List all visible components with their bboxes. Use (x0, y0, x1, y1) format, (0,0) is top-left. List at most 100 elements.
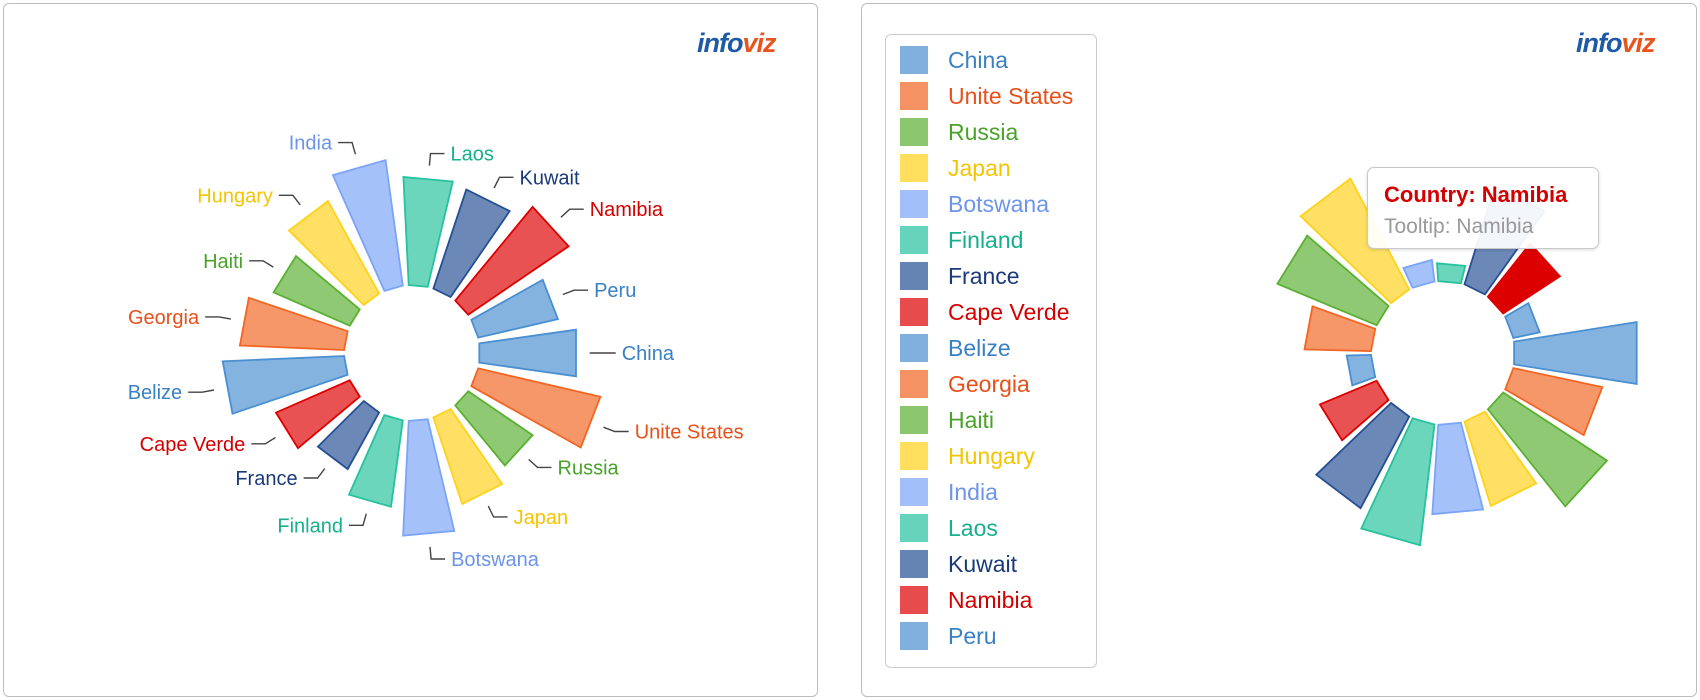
legend-swatch (900, 442, 928, 470)
label-connector-laos (428, 152, 445, 166)
infoviz-logo: infoviz (1576, 28, 1656, 58)
label-belize: Belize (128, 382, 182, 404)
label-namibia: Namibia (590, 199, 664, 221)
bar-unite-states[interactable] (470, 367, 602, 449)
legend-item-hungary[interactable]: Hungary (900, 441, 1035, 471)
bar-namibia[interactable] (1486, 242, 1562, 315)
legend-swatch (900, 82, 928, 110)
legend-item-peru[interactable]: Peru (900, 621, 997, 651)
label-india: India (289, 133, 333, 155)
bar-botswana[interactable] (402, 418, 456, 537)
label-peru: Peru (594, 280, 636, 302)
bar-cape-verde[interactable] (1318, 379, 1390, 442)
label-china: China (622, 343, 675, 365)
label-russia: Russia (558, 457, 620, 479)
label-connector-hungary (278, 194, 301, 206)
bar-botswana[interactable] (1431, 421, 1485, 516)
legend-swatch (900, 550, 928, 578)
label-connector-russia (528, 458, 552, 469)
label-connector-haiti (249, 260, 274, 268)
legend-item-haiti[interactable]: Haiti (900, 405, 994, 435)
bar-japan[interactable] (1463, 410, 1538, 508)
left-chart-panel: infoviz China Unite States Russia Japan Bots… (3, 3, 818, 697)
label-connector-france (303, 468, 326, 479)
bar-unite-states[interactable] (1504, 367, 1604, 437)
label-unite-states: Unite States (635, 422, 744, 444)
legend-label: Cape Verde (948, 298, 1070, 325)
label-georgia: Georgia (128, 307, 200, 329)
label-connector-georgia (205, 316, 232, 320)
legend-item-belize[interactable]: Belize (900, 333, 1011, 363)
bar-laos[interactable] (402, 176, 454, 288)
legend-item-laos[interactable]: Laos (900, 513, 998, 543)
legend-swatch (900, 334, 928, 362)
legend-label: Namibia (948, 586, 1033, 613)
legend-label: France (948, 262, 1020, 289)
label-connector-japan (487, 505, 508, 518)
bar-finland[interactable] (347, 414, 404, 508)
legend-item-georgia[interactable]: Georgia (900, 369, 1030, 399)
label-botswana: Botswana (451, 549, 540, 571)
legend-label: Belize (948, 334, 1011, 361)
bar-peru[interactable] (1504, 301, 1541, 339)
bar-russia[interactable] (454, 390, 534, 467)
tooltip-title: Country: Namibia (1384, 182, 1568, 207)
label-connector-namibia (560, 208, 584, 218)
bar-france[interactable] (1314, 401, 1411, 510)
bar-china[interactable] (478, 328, 577, 378)
legend-label: Botswana (948, 190, 1050, 217)
bar-belize[interactable] (1345, 353, 1377, 387)
bar-cape-verde[interactable] (274, 379, 361, 450)
legend-label: Japan (948, 154, 1011, 181)
legend-item-china[interactable]: China (900, 45, 1008, 75)
legend-swatch (900, 406, 928, 434)
bar-georgia[interactable] (1303, 305, 1377, 353)
bar-hungary[interactable] (287, 199, 381, 307)
bar-finland[interactable] (1360, 417, 1436, 547)
legend-swatch (900, 46, 928, 74)
legend-swatch (900, 514, 928, 542)
label-haiti: Haiti (203, 251, 243, 273)
legend-swatch (900, 622, 928, 650)
label-connector-peru (562, 289, 589, 296)
label-connector-botswana (429, 546, 446, 560)
legend-item-namibia[interactable]: Namibia (900, 585, 1032, 615)
bar-namibia[interactable] (454, 205, 570, 316)
legend-swatch (900, 190, 928, 218)
legend-swatch (900, 118, 928, 146)
bar-kuwait[interactable] (432, 188, 512, 299)
legend-item-finland[interactable]: Finland (900, 225, 1023, 255)
legend-item-unite-states[interactable]: Unite States (900, 81, 1073, 111)
bar-india[interactable] (1402, 258, 1436, 289)
legend-label: Hungary (948, 442, 1035, 469)
bar-japan[interactable] (432, 407, 504, 506)
legend-item-botswana[interactable]: Botswana (900, 189, 1049, 219)
legend-label: Laos (948, 514, 998, 541)
legend-label: Russia (948, 118, 1019, 145)
bar-india[interactable] (331, 158, 404, 292)
bar-china[interactable] (1513, 320, 1638, 386)
legend-label: Kuwait (948, 550, 1018, 577)
legend-item-japan[interactable]: Japan (900, 153, 1011, 183)
bar-peru[interactable] (470, 278, 560, 339)
legend-item-france[interactable]: France (900, 261, 1020, 291)
bar-georgia[interactable] (238, 296, 349, 351)
bar-haiti[interactable] (272, 254, 361, 327)
bar-russia[interactable] (1486, 391, 1609, 508)
legend-item-kuwait[interactable]: Kuwait (900, 549, 1017, 579)
bar-france[interactable] (316, 399, 381, 471)
bar-haiti[interactable] (1276, 234, 1390, 327)
bar-hungary[interactable] (1299, 177, 1411, 305)
bar-belize[interactable] (221, 355, 349, 415)
legend-item-russia[interactable]: Russia (900, 117, 1018, 147)
legend-item-cape-verde[interactable]: Cape Verde (900, 297, 1069, 327)
legend-swatch (900, 586, 928, 614)
label-kuwait: Kuwait (520, 167, 580, 189)
bar-laos[interactable] (1436, 262, 1467, 285)
legend-swatch (900, 262, 928, 290)
legend-item-india[interactable]: India (900, 477, 998, 507)
infoviz-logo: infoviz (697, 28, 777, 58)
label-cape-verde: Cape Verde (140, 434, 246, 456)
legend-swatch (900, 370, 928, 398)
legend-label: China (948, 46, 1009, 73)
